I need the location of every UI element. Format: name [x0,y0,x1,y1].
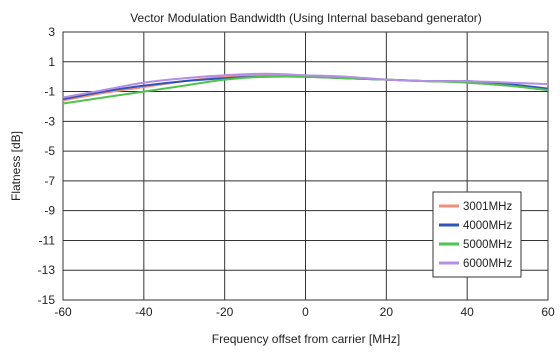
y-tick-label: -9 [44,204,55,218]
y-axis-title: Flatness [dB] [9,131,23,201]
y-tick-label: -15 [38,293,56,307]
x-tick-label: -40 [135,305,153,319]
legend-label: 4000MHz [463,220,512,232]
series-line-6000MHz [62,72,549,99]
x-tick-label: -60 [54,305,72,319]
y-tick-label: 1 [48,55,55,69]
y-tick-label: -7 [44,174,55,188]
legend-label: 6000MHz [463,258,512,270]
y-tick-label: -5 [44,144,55,158]
y-tick-label: -13 [38,263,56,277]
legend-label: 3001MHz [463,201,512,213]
x-tick-label: 40 [460,305,474,319]
legend-label: 5000MHz [463,239,512,251]
tick-labels: -60 -40 -20 0 20 40 60 3 1 -1 -3 -5 -7 -9 -11 -13 -15 [38,25,555,319]
x-tick-label: 60 [541,305,555,319]
y-tick-label: -11 [39,233,56,247]
x-tick-label: 0 [302,305,309,319]
y-tick-label: 3 [48,25,55,39]
chart-title: Vector Modulation Bandwidth (Using Inter… [130,11,482,25]
x-axis-title: Frequency offset from carrier [MHz] [212,332,401,346]
y-tick-label: -1 [44,85,55,99]
y-tick-label: -3 [44,114,55,128]
x-tick-label: 20 [380,305,394,319]
legend: 3001MHz 4000MHz 5000MHz 6000MHz [432,191,522,278]
series-line-5000MHz [62,75,549,105]
x-tick-label: -20 [216,305,234,319]
series-lines [62,72,549,105]
